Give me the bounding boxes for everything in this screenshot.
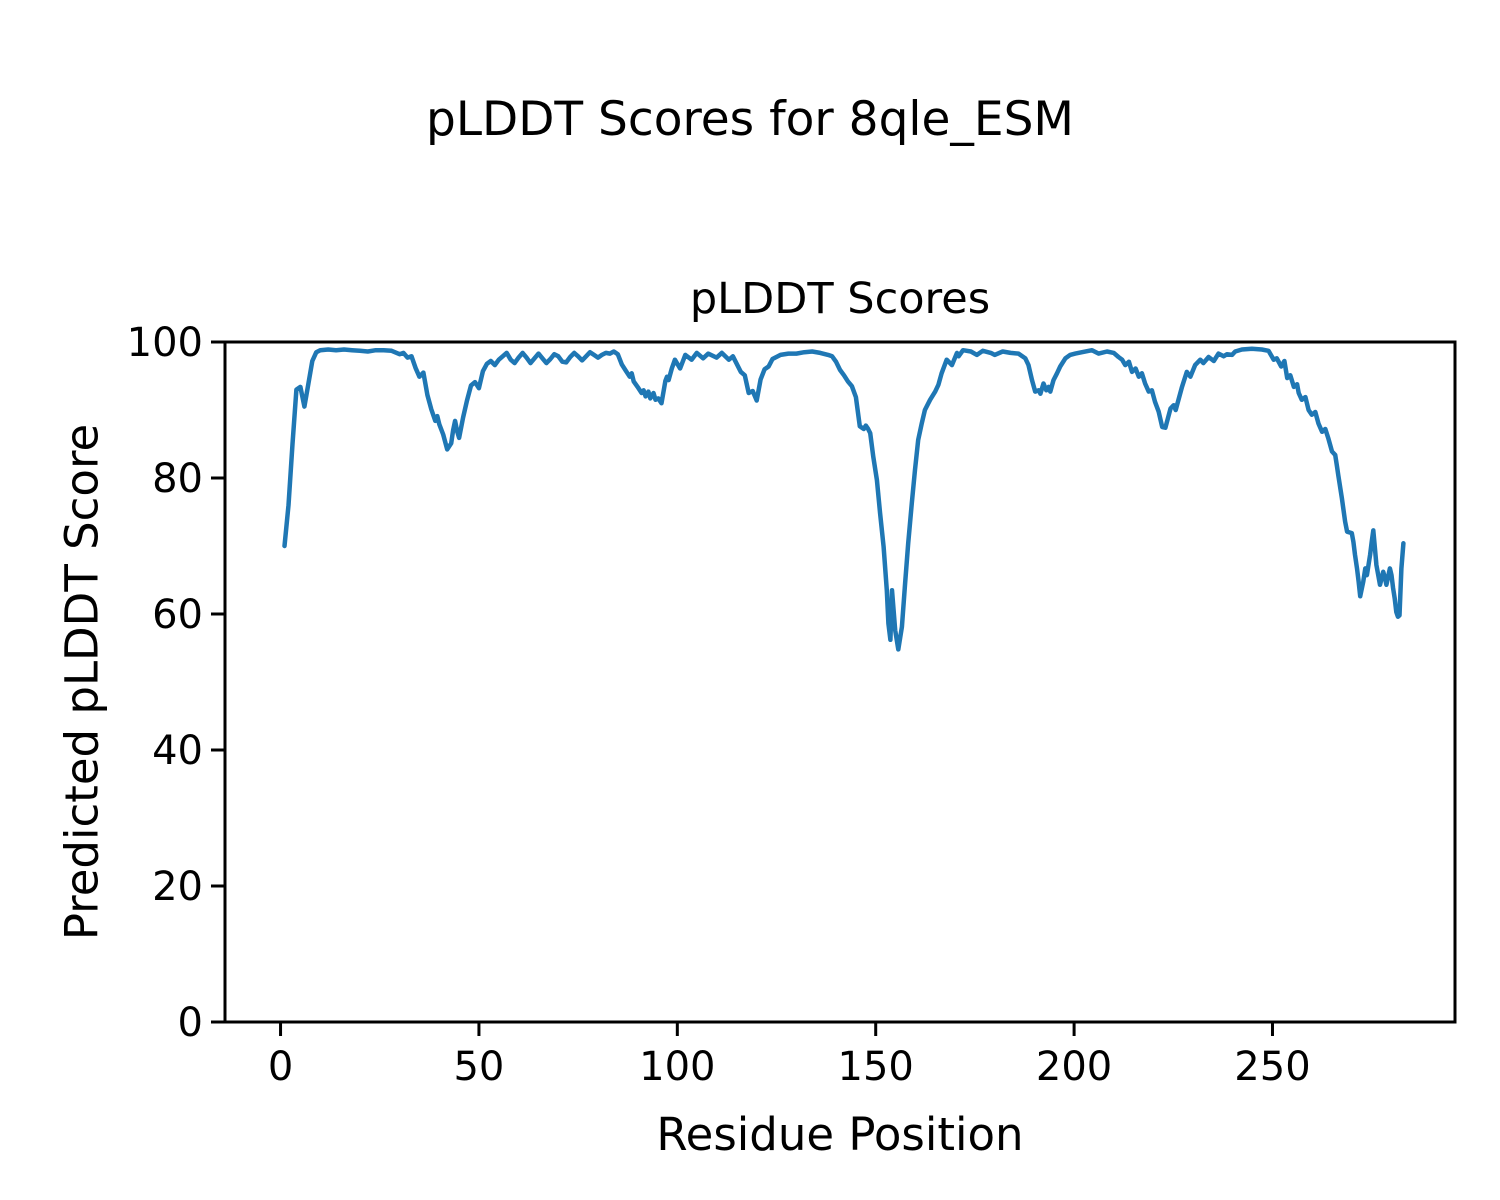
- x-axis-tick-label: 150: [838, 1044, 914, 1090]
- plddt-line-series: [282, 346, 1406, 652]
- y-axis-tick-label: 20: [152, 864, 203, 910]
- x-axis-tick-label: 50: [453, 1044, 504, 1090]
- y-axis-tick-label: 100: [127, 320, 203, 366]
- figure-title: pLDDT Scores for 8qle_ESM: [426, 92, 1074, 147]
- x-axis-label: Residue Position: [656, 1108, 1024, 1161]
- x-axis-tick-label: 100: [639, 1044, 715, 1090]
- x-axis-tick-label: 250: [1234, 1044, 1310, 1090]
- plot-frame: [223, 340, 1457, 1024]
- y-axis-tick-label: 40: [152, 728, 203, 774]
- axes-title: pLDDT Scores: [689, 274, 991, 324]
- y-axis-tick-label: 0: [178, 1000, 203, 1046]
- x-axis-tick-label: 200: [1036, 1044, 1112, 1090]
- y-axis-tick-label: 80: [152, 456, 203, 502]
- x-axis-tick-label: 0: [268, 1044, 293, 1090]
- y-axis-tick-label: 60: [152, 592, 203, 638]
